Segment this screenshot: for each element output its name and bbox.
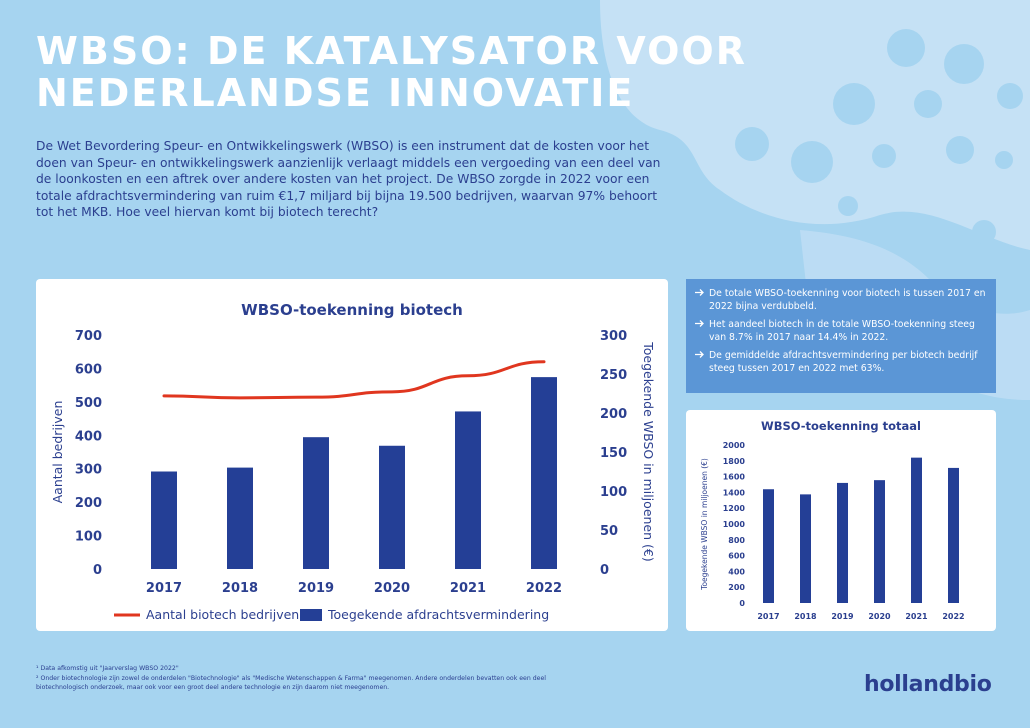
chart-title: WBSO-toekenning totaal [761,419,921,433]
y-axis-tick-label: 1000 [723,520,746,529]
total-chart-panel: WBSO-toekenning totaal 0 200 400 600 800 1000 1… [686,410,996,631]
arrow-right-icon [695,351,704,358]
arrow-right-icon [695,289,704,296]
right-axis-tick-label: 300 [600,329,627,344]
bar-total-2022 [948,467,959,603]
intro-paragraph: De Wet Bevordering Speur- en Ontwikkelin… [36,139,661,219]
legend-label-line: Aantal biotech bedrijven [146,607,299,622]
biotech-chart-panel: WBSO-toekenning biotech 0 100 200 300 400 500 6… [36,279,668,631]
x-axis-tick-label: 2017 [757,612,779,621]
page-title: WBSO: DE KATALYSATOR VOOR NEDERLANDSE IN… [36,30,747,114]
page-title-line-2: NEDERLANDSE INNOVATIE [36,71,635,115]
bar-biotech-2018 [227,467,253,569]
key-fact-item: Het aandeel biotech in de totale WBSO-to… [694,318,986,344]
left-axis-tick-label: 600 [75,362,102,377]
left-axis-tick-label: 200 [75,496,102,511]
bar-biotech-2020 [379,445,405,569]
bar-total-2020 [874,480,885,603]
right-axis-tick-label: 150 [600,446,627,461]
legend-swatch-bar [300,609,322,621]
x-axis-tick-label: 2018 [794,612,817,621]
key-facts-box: De totale WBSO-toekenning voor biotech i… [686,279,996,393]
y-axis-tick-label: 1200 [723,504,746,513]
x-axis-tick-label: 2017 [146,581,182,596]
bar-biotech-2017 [151,471,177,569]
y-axis-tick-label: 1800 [723,457,746,466]
y-axis-tick-label: 0 [739,599,745,608]
legend-label-bar: Toegekende afdrachtsvermindering [327,607,549,622]
hollandbio-logo: hollandbio [864,672,992,697]
bar-total-2017 [763,489,774,603]
y-axis-tick-label: 1400 [723,488,746,497]
y-axis-tick-label: 600 [728,552,745,561]
x-axis-tick-label: 2020 [374,581,410,596]
y-axis-tick-label: 1600 [723,473,746,482]
y-axis-tick-label: 2000 [723,441,746,450]
x-axis-tick-label: 2021 [905,612,928,621]
chart-title: WBSO-toekenning biotech [241,301,463,319]
left-axis-tick-label: 700 [75,329,102,344]
right-axis-tick-label: 0 [600,563,609,578]
bar-biotech-2019 [303,437,329,569]
key-fact-item: De gemiddelde afdrachtsvermindering per … [694,349,986,375]
left-axis-tick-label: 300 [75,463,102,478]
x-axis-tick-label: 2019 [298,581,334,596]
left-axis-tick-label: 100 [75,530,102,545]
x-axis-tick-label: 2022 [526,581,562,596]
bar-total-2018 [800,494,811,603]
right-axis-tick-label: 200 [600,407,627,422]
line-biotech-companies [162,360,546,400]
key-facts-list: De totale WBSO-toekenning voor biotech i… [694,287,986,375]
footnote-1: ¹ Data afkomstig uit "Jaarverslag WBSO 2… [36,665,179,672]
y-axis-tick-label: 400 [728,567,745,576]
bar-biotech-2022 [531,377,557,569]
bar-total-2019 [837,482,848,603]
right-axis-tick-label: 250 [600,368,627,383]
biotech-chart: WBSO-toekenning biotech01002003004005006… [50,301,656,622]
bar-biotech-2021 [455,411,481,569]
page-title-line-1: WBSO: DE KATALYSATOR VOOR [36,29,747,73]
left-axis-tick-label: 0 [93,563,102,578]
arrow-right-icon [695,320,704,327]
x-axis-tick-label: 2020 [868,612,891,621]
x-axis-tick-label: 2021 [450,581,486,596]
y-axis-tick-label: 800 [728,536,745,545]
key-fact-text: De totale WBSO-toekenning voor biotech i… [709,288,986,312]
left-axis-tick-label: 400 [75,429,102,444]
x-axis-tick-label: 2019 [831,612,854,621]
key-fact-text: De gemiddelde afdrachtsvermindering per … [709,350,978,374]
right-axis-label: Toegekende WBSO in miljoenen (€) [641,341,656,561]
bar-total-2021 [911,457,922,603]
left-axis-label: Aantal bedrijven [50,401,65,504]
total-chart: WBSO-toekenning totaal 0 200 400 600 800 1000 1… [700,419,965,621]
footnotes: ¹ Data afkomstig uit "Jaarverslag WBSO 2… [36,664,596,693]
key-fact-item: De totale WBSO-toekenning voor biotech i… [694,287,986,313]
x-axis-tick-label: 2018 [222,581,258,596]
y-axis-label: Toegekende WBSO in miljoenen (€) [700,458,709,591]
right-axis-tick-label: 50 [600,524,618,539]
key-fact-text: Het aandeel biotech in de totale WBSO-to… [709,319,975,343]
footnote-2: ² Onder biotechnologie zijn zowel de ond… [36,675,547,691]
y-axis-tick-label: 200 [728,583,745,592]
left-axis-tick-label: 500 [75,396,102,411]
x-axis-tick-label: 2022 [942,612,964,621]
right-axis-tick-label: 100 [600,485,627,500]
